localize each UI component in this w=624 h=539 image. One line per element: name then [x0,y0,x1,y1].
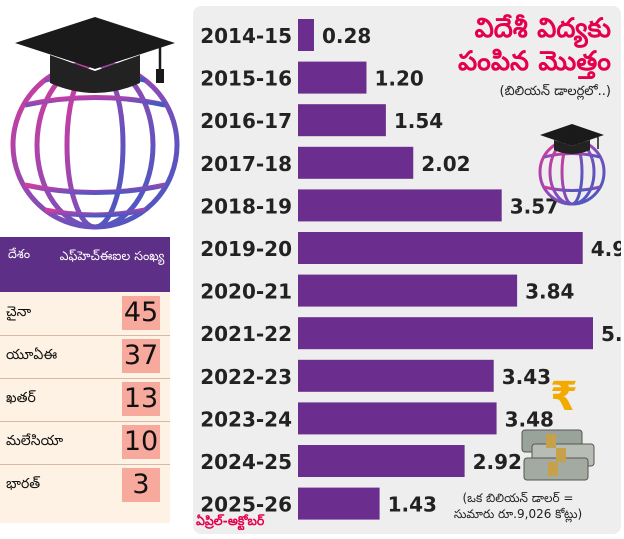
country-name: యూఏఈ [6,347,58,363]
value-label: 1.43 [388,493,437,517]
bar [298,402,497,435]
category-label: 2018-19 [200,194,292,218]
bar [298,232,583,264]
value-label: 3.43 [502,365,551,389]
value-label: 1.20 [374,67,423,91]
small-globe-icon [538,124,606,206]
header-count: ఎఫ్‌హెచ్‌ఈఐల సంఖ్య [59,248,165,263]
country-name: చైనా [6,304,32,320]
fhei-table: దేశం ఎఫ్‌హెచ్‌ఈఐల సంఖ్య చైనా 45 యూఏఈ 37 … [0,237,170,523]
value-label: 5.17 [601,322,621,346]
table-row: యూఏఈ 37 [0,336,170,379]
bar [298,61,367,94]
bar [298,189,502,222]
value-label: 3.57 [510,194,559,218]
chart-title-block: విదేశీ విద్యకు పంపిన మొత్తం (బిలియన్‌ డా… [421,12,611,102]
category-label: 2015-16 [200,67,292,91]
category-label: 2022-23 [200,365,292,389]
bar [298,19,314,51]
value-label: 4.99 [591,237,621,261]
country-name: మలేసియా [6,433,64,449]
category-label: 2024-25 [200,450,292,474]
value-label: 2.92 [473,450,522,474]
table-row: భారత్ 3 [0,465,170,507]
value-label: 2.02 [421,152,470,176]
bar [298,317,593,350]
globe-graduation-cap-icon [10,17,180,230]
bar [298,359,494,392]
category-label: 2019-20 [200,237,292,261]
value-label: 0.28 [322,24,371,48]
table-row: మలేసియా 10 [0,422,170,465]
category-label: 2014-15 [200,24,292,48]
chart-title: విదేశీ విద్యకు పంపిన మొత్తం [457,13,611,77]
value-label: 3.48 [505,407,554,431]
conversion-note: (ఒక బిలియన్‌ డాలర్‌ = సుమారు రూ.9,026 కో… [418,490,618,522]
bar-chart: 2014-15 0.28 2015-16 1.20 2016-17 1.54 2017-18… [200,19,621,520]
bar [298,146,414,179]
conversion-note-line1: (ఒక బిలియన్‌ డాలర్‌ = [462,491,574,505]
country-name: భారత్ [6,476,41,492]
fhei-count: 45 [122,296,160,330]
country-name: ఖతర్ [6,390,36,406]
category-label: 2020-21 [200,280,292,304]
category-label: 2025-26 [200,493,292,517]
conversion-note-line2: సుమారు రూ.9,026 కోట్లు) [453,507,583,521]
chart-subtitle: (బిలియన్‌ డాలర్లలో..) [499,84,612,99]
category-label: 2023-24 [200,407,292,431]
svg-text:₹: ₹ [550,374,578,420]
category-label: 2021-22 [200,322,292,346]
value-label: 3.84 [525,280,574,304]
fhei-count: 3 [122,468,160,502]
table-row: చైనా 45 [0,293,170,336]
bar [298,274,518,307]
category-label: 2017-18 [200,152,292,176]
money-bundle-icon: ₹ [521,374,595,481]
bar [298,445,465,477]
bar [298,487,380,520]
category-label: 2016-17 [200,109,292,133]
bar [298,104,386,137]
fhei-count: 37 [122,339,160,373]
last-period-note: ఏప్రిల్‌-అక్టోబర్‌ [196,513,265,528]
fhei-count: 13 [122,382,160,416]
fhei-count: 10 [122,425,160,459]
table-header: దేశం ఎఫ్‌హెచ్‌ఈఐల సంఖ్య [0,237,170,292]
header-country: దేశం [8,246,31,261]
value-label: 1.54 [394,109,443,133]
table-row: ఖతర్ 13 [0,379,170,422]
